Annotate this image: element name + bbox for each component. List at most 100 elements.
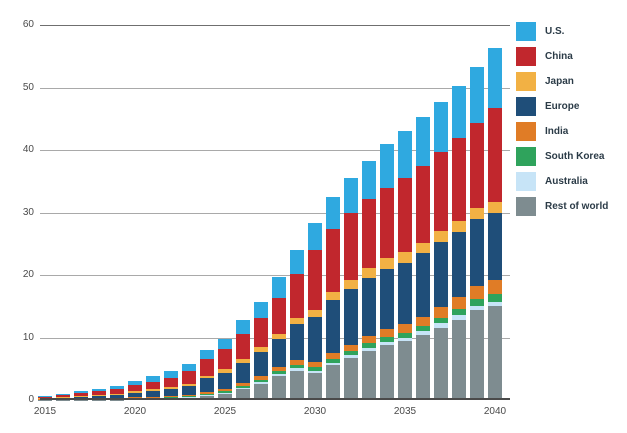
- bar-segment-australia: [254, 382, 268, 385]
- bar-segment-china: [146, 381, 160, 390]
- bar-segment-china: [290, 273, 304, 318]
- bar-segment-europe: [470, 219, 484, 286]
- bar-segment-japan: [164, 387, 178, 390]
- gridline-y-60: [40, 25, 510, 26]
- bar-segment-japan: [200, 375, 214, 379]
- legend-item: Rest of world: [516, 196, 608, 216]
- y-axis-tick-label: 40: [22, 144, 34, 155]
- bar-segment-china: [182, 371, 196, 384]
- bar-segment-europe: [452, 231, 466, 298]
- bar-2039: [470, 25, 484, 400]
- legend-item: U.S.: [516, 21, 608, 41]
- legend-item: Australia: [516, 171, 608, 191]
- bar-segment-china: [380, 187, 394, 259]
- bar-segment-japan: [92, 395, 106, 396]
- legend-swatch: [516, 121, 536, 141]
- legend-swatch: [516, 146, 536, 166]
- bar-segment-australia: [290, 368, 304, 371]
- gridline-y-40: [40, 150, 510, 151]
- bar-segment-india: [362, 335, 376, 344]
- bar-segment-u-s: [110, 385, 124, 389]
- bar-segment-china: [74, 393, 88, 396]
- bar-segment-europe: [164, 389, 178, 396]
- bar-segment-australia: [200, 395, 214, 396]
- bar-segment-japan: [488, 201, 502, 214]
- legend-item: India: [516, 121, 608, 141]
- bar-segment-europe: [380, 268, 394, 329]
- bar-2035: [398, 25, 412, 400]
- bar-segment-south-korea: [200, 393, 214, 395]
- bar-segment-u-s: [128, 380, 142, 385]
- bar-2025: [218, 25, 232, 400]
- bar-segment-europe: [92, 395, 106, 399]
- bar-segment-rest-of-world: [380, 345, 394, 400]
- legend-label: India: [545, 125, 569, 137]
- bar-2040: [488, 25, 502, 400]
- bar-segment-south-korea: [164, 396, 178, 398]
- bar-segment-europe: [344, 288, 358, 345]
- legend-item: China: [516, 46, 608, 66]
- bar-segment-australia: [434, 323, 448, 328]
- x-axis-tick-label: 2040: [483, 406, 507, 417]
- bar-segment-u-s: [74, 391, 88, 394]
- bar-segment-europe: [110, 394, 124, 399]
- bar-segment-u-s: [290, 250, 304, 274]
- bar-segment-australia: [398, 337, 412, 341]
- bar-segment-india: [128, 397, 142, 398]
- bar-segment-japan: [56, 397, 70, 398]
- bar-segment-australia: [380, 341, 394, 345]
- x-axis-tick-label: 2030: [303, 406, 327, 417]
- bar-2032: [344, 25, 358, 400]
- legend-label: U.S.: [545, 25, 565, 37]
- bar-2027: [254, 25, 268, 400]
- bar-segment-china: [200, 358, 214, 376]
- bar-segment-china: [344, 212, 358, 280]
- bar-segment-u-s: [272, 276, 286, 299]
- bar-2018: [92, 25, 106, 400]
- bar-2017: [74, 25, 88, 400]
- legend-item: Japan: [516, 71, 608, 91]
- bar-segment-japan: [218, 369, 232, 373]
- bar-segment-india: [488, 280, 502, 295]
- bar-segment-india: [200, 391, 214, 394]
- bar-2023: [182, 25, 196, 400]
- bar-2036: [416, 25, 430, 400]
- bar-segment-u-s: [182, 363, 196, 372]
- bar-segment-rest-of-world: [200, 395, 214, 400]
- bar-segment-south-korea: [272, 370, 286, 374]
- bar-segment-u-s: [398, 131, 412, 178]
- bar-segment-u-s: [164, 371, 178, 378]
- bar-segment-rest-of-world: [290, 370, 304, 400]
- bar-segment-rest-of-world: [308, 373, 322, 400]
- bar-2028: [272, 25, 286, 400]
- bar-segment-australia: [308, 370, 322, 374]
- bar-segment-india: [254, 376, 268, 380]
- bar-segment-japan: [470, 208, 484, 220]
- bar-segment-china: [416, 165, 430, 243]
- bar-segment-china: [470, 123, 484, 209]
- bar-segment-south-korea: [488, 294, 502, 302]
- bar-segment-china: [452, 138, 466, 221]
- bar-segment-japan: [398, 251, 412, 263]
- bar-segment-australia: [362, 347, 376, 351]
- bar-segment-south-korea: [416, 325, 430, 331]
- bar-2033: [362, 25, 376, 400]
- legend: U.S. China Japan Europe India South Korea Aust…: [516, 21, 608, 221]
- bar-segment-japan: [182, 383, 196, 386]
- bar-segment-europe: [236, 363, 250, 384]
- legend-swatch: [516, 21, 536, 41]
- bar-segment-india: [380, 328, 394, 337]
- bar-segment-india: [434, 307, 448, 318]
- bar-segment-europe: [434, 242, 448, 308]
- bar-segment-rest-of-world: [434, 327, 448, 400]
- legend-swatch: [516, 171, 536, 191]
- bar-segment-europe: [254, 351, 268, 377]
- bar-segment-south-korea: [290, 365, 304, 369]
- bar-segment-rest-of-world: [416, 334, 430, 400]
- legend-item: South Korea: [516, 146, 608, 166]
- bar-segment-china: [236, 333, 250, 360]
- bar-segment-australia: [326, 362, 340, 366]
- bar-2024: [200, 25, 214, 400]
- bar-segment-china: [56, 395, 70, 398]
- bar-segment-u-s: [344, 177, 358, 213]
